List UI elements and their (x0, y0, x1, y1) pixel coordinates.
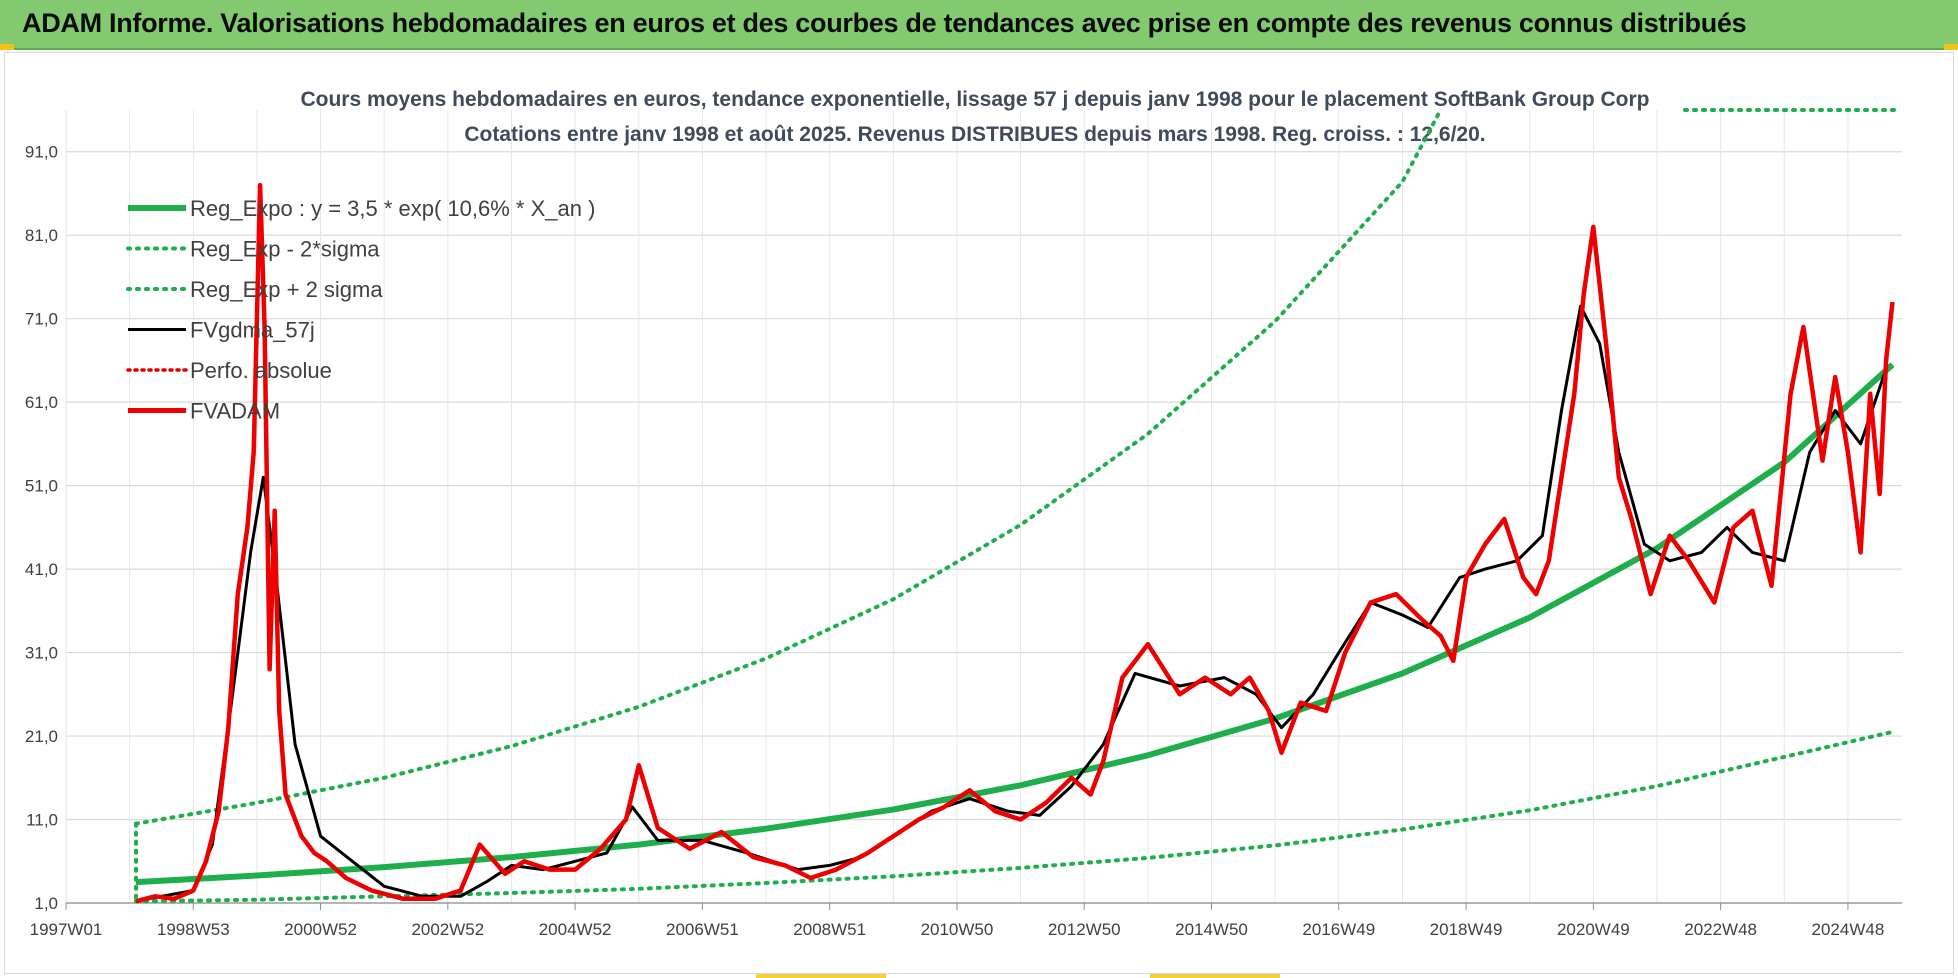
series-reg-exp-plus-2sigma (134, 108, 1443, 826)
y-tick-label: 31,0 (25, 644, 58, 663)
y-tick-label: 81,0 (25, 226, 58, 245)
chart-title: Cours moyens hebdomadaires en euros, ten… (300, 88, 1649, 111)
y-tick-label: 91,0 (25, 143, 58, 162)
x-tick-label: 2000W52 (284, 920, 357, 939)
y-tick-label: 61,0 (25, 393, 58, 412)
x-tick-label: 2014W50 (1175, 920, 1248, 939)
x-tick-label: 2022W48 (1684, 920, 1757, 939)
x-tick-label: 2016W49 (1302, 920, 1375, 939)
series-layer (134, 108, 1902, 904)
series-fvgdma-57j (135, 304, 1888, 903)
report-banner: ADAM Informe. Valorisations hebdomadaire… (0, 0, 1958, 50)
x-tick-label: 1998W53 (157, 920, 230, 939)
legend-label: Reg_Expo : y = 3,5 * exp( 10,6% * X_an ) (190, 196, 595, 221)
x-tick-label: 1997W01 (30, 920, 103, 939)
y-tick-label: 51,0 (25, 477, 58, 496)
x-tick-label: 2018W49 (1430, 920, 1503, 939)
x-tick-label: 2024W48 (1812, 920, 1885, 939)
chart-subtitle: Cotations entre janv 1998 et août 2025. … (464, 123, 1485, 146)
y-tick-label: 71,0 (25, 310, 58, 329)
corner-mark-left (0, 44, 14, 50)
bottom-accent-bar-2 (1150, 974, 1280, 978)
series-fvadam (135, 182, 1895, 904)
x-tick-label: 2020W49 (1557, 920, 1630, 939)
x-tick-label: 2002W52 (411, 920, 484, 939)
legend-label: FVgdma_57j (190, 318, 315, 343)
y-tick-label: 11,0 (26, 811, 58, 830)
series-reg-expo (135, 362, 1895, 886)
axes: 1,0 11,0 21,0 31,0 41,0 51,0 61,0 71,0 81,0 91,0 1… (25, 143, 1902, 939)
report-banner-title: ADAM Informe. Valorisations hebdomadaire… (22, 8, 1747, 38)
legend-label: Perfo. absolue (190, 358, 332, 383)
bottom-accent-bar-1 (756, 974, 886, 978)
x-tick-label: 2010W50 (921, 920, 994, 939)
x-tick-label: 2004W52 (539, 920, 612, 939)
legend-label: Reg_Exp + 2 sigma (190, 277, 383, 302)
y-tick-label: 21,0 (25, 727, 58, 746)
y-tick-label: 41,0 (25, 560, 58, 579)
x-tick-label: 2012W50 (1048, 920, 1121, 939)
grid-lines (65, 110, 1902, 904)
x-tick-label: 2006W51 (666, 920, 739, 939)
y-tick-label: 1,0 (34, 894, 58, 913)
legend-label: Reg_Exp - 2*sigma (190, 237, 380, 262)
corner-mark-right (1944, 44, 1958, 50)
legend-label: FVADAM (190, 399, 280, 424)
chart-legend: Reg_Expo : y = 3,5 * exp( 10,6% * X_an )… (126, 196, 595, 424)
chart-frame (4, 52, 1954, 974)
x-tick-label: 2008W51 (793, 920, 866, 939)
